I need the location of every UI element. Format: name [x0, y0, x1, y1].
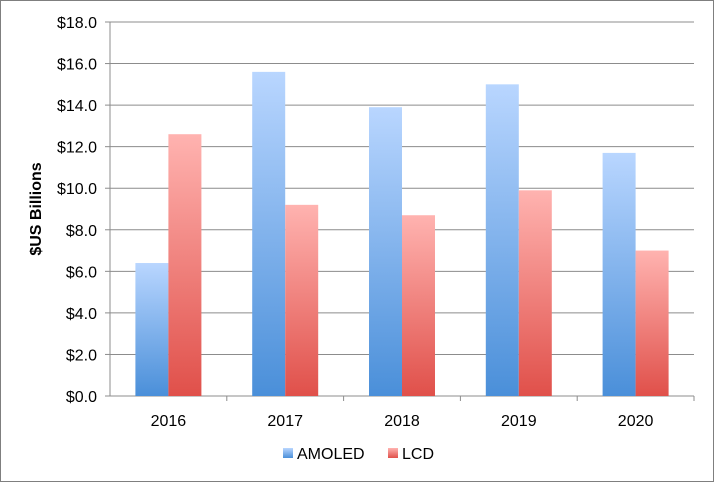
y-tick-label: $4.0 [66, 306, 97, 323]
bar-lcd-2018 [402, 215, 435, 396]
legend-swatch-amoled [283, 448, 293, 458]
bar-amoled-2018 [369, 107, 402, 396]
legend-label-lcd: LCD [402, 446, 434, 463]
legend-label-amoled: AMOLED [297, 446, 365, 463]
y-tick-labels: $0.0 $2.0 $4.0 $6.0 $8.0 $10.0 $12.0 $14.0 $16.0… [57, 15, 97, 406]
y-tick-label: $14.0 [57, 98, 97, 115]
y-tick-label: $12.0 [57, 140, 97, 157]
bar-lcd-2017 [285, 204, 319, 396]
x-tick-label: 2016 [151, 413, 187, 430]
bar-amoled-2017 [252, 71, 286, 396]
y-tick-label: $8.0 [66, 223, 97, 240]
legend-swatch-lcd [388, 448, 398, 458]
y-tick-label: $16.0 [57, 57, 97, 74]
bar-amoled-2020 [602, 152, 636, 396]
legend: AMOLED LCD [283, 446, 434, 463]
bar-amoled-2019 [485, 84, 519, 396]
x-tick-label: 2019 [501, 413, 537, 430]
y-axis-title: $US Billions [28, 162, 45, 255]
y-tick-label: $2.0 [66, 347, 97, 364]
y-tick-label: $18.0 [57, 15, 97, 32]
y-tick-label: $10.0 [57, 181, 97, 198]
bar-lcd-2019 [518, 190, 552, 396]
bar-amoled-2016 [135, 263, 169, 396]
bars [135, 71, 669, 396]
bar-lcd-2016 [168, 134, 202, 396]
x-tick-labels: 2016 2017 2018 2019 2020 [151, 413, 654, 430]
x-tick-label: 2020 [618, 413, 654, 430]
x-tick-label: 2018 [384, 413, 420, 430]
y-tick-label: $0.0 [66, 389, 97, 406]
x-tick-label: 2017 [267, 413, 303, 430]
y-tick-label: $6.0 [66, 264, 97, 281]
bar-lcd-2020 [635, 250, 669, 396]
